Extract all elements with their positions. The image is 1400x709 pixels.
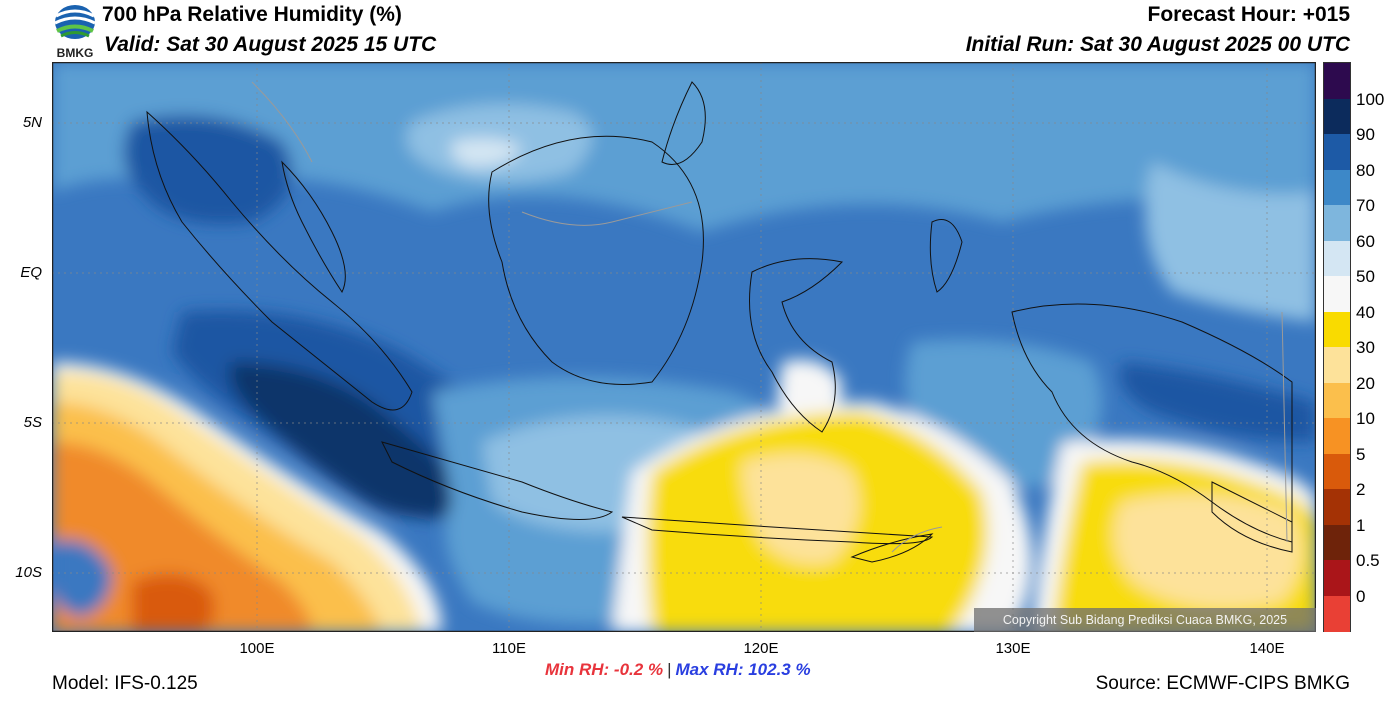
colorbar-label: 60 [1356,231,1375,251]
colorbar-cell [1324,453,1350,490]
east-light-band [1145,162,1316,322]
sw-corner-blue [52,540,112,617]
stats-separator: | [667,660,672,679]
colorbar-label: 50 [1356,267,1375,286]
central-navy [229,362,460,518]
lat-label-eq: EQ [20,264,42,281]
lon-label-140e: 140E [1249,640,1285,657]
timor-coast [850,533,934,563]
sw-brown-core [132,574,215,632]
colorbar-cell [1324,489,1350,525]
colorbar-cell [1324,205,1350,241]
sw-deep-orange [52,442,312,632]
rh-stats: Min RH: -0.2 % | Max RH: 102.3 % [545,660,811,680]
logo-text: BMKG [56,46,94,60]
colorbar-cell [1324,595,1350,632]
humidity-map[interactable]: Copyright Sub Bidang Prediksi Cuaca BMKG… [52,62,1316,632]
source-label: Source: ECMWF-CIPS BMKG [1095,673,1350,694]
colorbar-cell [1324,240,1350,277]
thai-border [251,81,313,163]
java-coast [381,441,614,520]
colorbar-cell [1324,63,1350,99]
colorbar-cell [1324,134,1350,170]
colorbar-cell [1324,524,1350,561]
lon-label-120e: 120E [743,640,779,657]
colorbar-label: 40 [1356,302,1375,322]
colorbar-label: 20 [1356,373,1375,393]
colorbar-cell [1324,560,1350,596]
borneo-coast [488,135,704,385]
initial-run: Initial Run: Sat 30 August 2025 00 UTC [965,33,1350,56]
colorbar-label: 0 [1356,586,1366,606]
lat-label-5s: 5S [23,414,42,431]
colorbar-cell [1324,347,1350,383]
halmahera-coast [929,219,963,293]
se-light-yellow [1114,494,1302,609]
colorbar-cell [1324,169,1350,206]
model-label: Model: IFS-0.125 [52,673,198,694]
colorbar-label: 100 [1356,89,1385,109]
colorbar-cell [1324,382,1350,419]
colorbar [1323,62,1351,632]
lon-label-110e: 110E [492,640,526,657]
bmkg-logo-icon: BMKG [52,2,98,60]
north-white-patch [451,138,522,167]
malaysia-border [521,201,693,226]
png-border [1281,311,1288,543]
coastlines [146,81,1293,563]
north-east-light [870,74,1125,152]
northwest-dark [124,115,292,224]
lat-label-10s: 10S [15,564,42,581]
lon-label-130e: 130E [995,640,1031,657]
lesser-sunda-coast [621,516,934,545]
australia-coast [1211,481,1293,553]
colorbar-cell [1324,98,1350,135]
copyright-notice: Copyright Sub Bidang Prediksi Cuaca BMKG… [974,608,1316,632]
papua-coast [1011,303,1293,543]
south-light-yellow [742,454,859,565]
timor-border [891,526,943,553]
colorbar-label: 80 [1356,160,1375,180]
min-rh: Min RH: -0.2 % [545,660,664,679]
humidity-field [52,62,1316,632]
lon-label-100e: 100E [239,640,275,657]
colorbar-label: 30 [1356,338,1375,357]
colorbar-label: 70 [1356,196,1375,215]
sumatra-coast [146,110,413,411]
colorbar-label: 10 [1356,409,1375,428]
colorbar-cell [1324,418,1350,454]
colorbar-label: 5 [1356,444,1366,464]
colorbar-label: 2 [1356,480,1366,499]
colorbar-label: 0.5 [1356,551,1380,570]
lat-label-5n: 5N [22,114,42,131]
colorbar-label: 1 [1356,515,1366,535]
colorbar-cell [1324,276,1350,312]
valid-time: Valid: Sat 30 August 2025 15 UTC [104,33,437,56]
colorbar-label: 90 [1356,125,1375,144]
forecast-hour: Forecast Hour: +015 [1147,3,1351,26]
malay-coast [281,160,346,293]
colorbar-cell [1324,311,1350,348]
sulawesi-coast [749,258,844,433]
philippines-coast [661,81,706,165]
borders [251,81,1288,553]
max-rh: Max RH: 102.3 % [675,660,811,679]
map-title: 700 hPa Relative Humidity (%) [102,3,402,26]
